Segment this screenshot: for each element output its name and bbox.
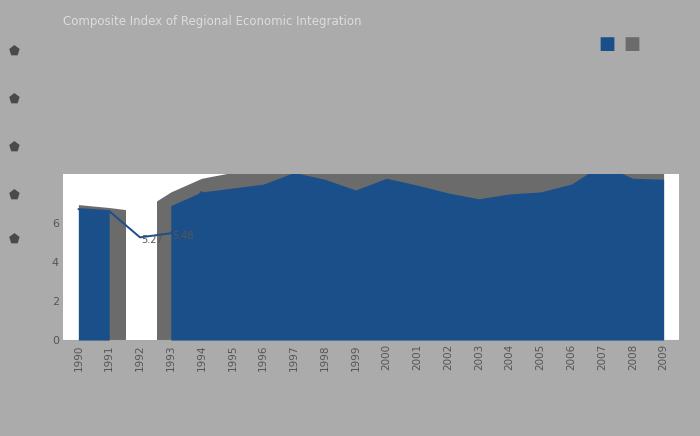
Text: 5.27: 5.27 [141, 235, 163, 245]
Text: ⬟: ⬟ [8, 233, 20, 246]
Text: ■: ■ [623, 34, 640, 53]
Text: ⬟: ⬟ [8, 190, 20, 203]
Text: Composite Index of Regional Economic Integration: Composite Index of Regional Economic Int… [63, 15, 361, 28]
Text: ■: ■ [598, 34, 615, 53]
Text: 5.48: 5.48 [172, 231, 194, 241]
Text: ⬟: ⬟ [8, 46, 20, 59]
Text: ⬟: ⬟ [8, 142, 20, 155]
Text: ⬟: ⬟ [8, 94, 20, 107]
